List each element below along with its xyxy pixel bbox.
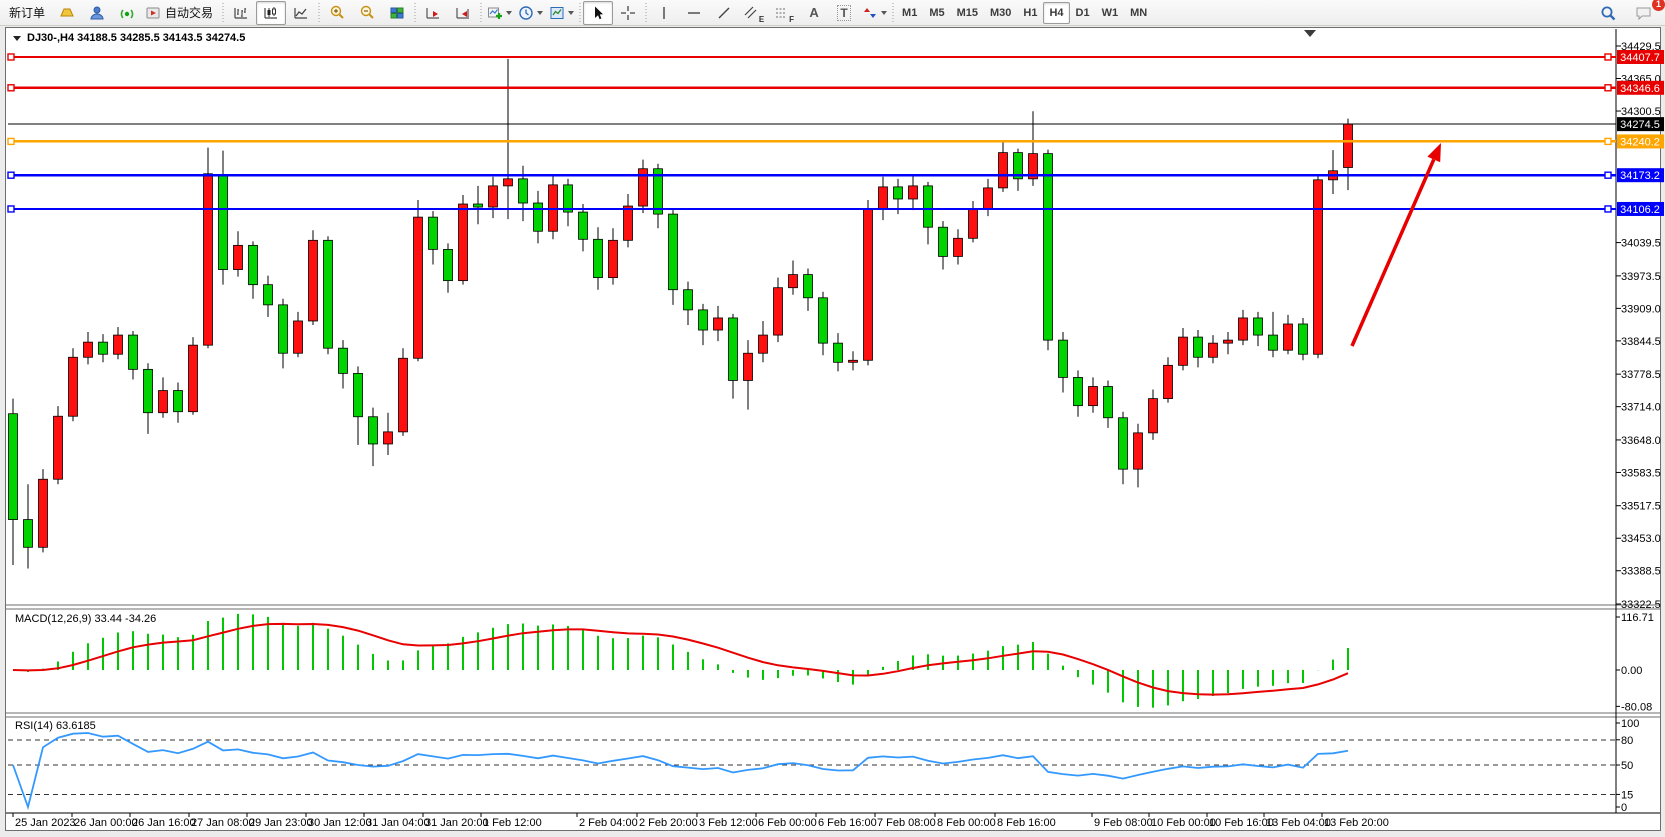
new-order-label: 新订单 <box>9 6 46 20</box>
bar-chart-button[interactable] <box>226 1 256 25</box>
horizontal-line-icon <box>688 11 701 14</box>
channel-icon <box>744 6 757 18</box>
indicators-icon <box>488 7 503 19</box>
trendline-tool-button[interactable] <box>709 1 739 25</box>
community-profile-icon[interactable] <box>82 1 112 25</box>
gold-icon[interactable] <box>52 1 82 25</box>
chart-shift-button[interactable] <box>448 1 478 25</box>
arrows-icon <box>864 7 877 18</box>
timeframe-button-m15[interactable]: M15 <box>956 6 978 19</box>
crosshair-icon <box>621 5 636 20</box>
clock-icon <box>519 5 533 20</box>
dropdown-caret-icon <box>568 10 575 15</box>
timeframe-button-h4[interactable]: H4 <box>1043 1 1070 24</box>
toolbar-separator <box>318 2 321 23</box>
zoom-in-button[interactable] <box>322 1 352 25</box>
auto-trading-icon <box>146 7 160 18</box>
dropdown-caret-icon <box>506 10 513 15</box>
line-chart-button[interactable] <box>286 1 316 25</box>
templates-button[interactable] <box>546 1 577 25</box>
label-tool-glyph: T <box>837 4 851 21</box>
chart-window: DJ30-,H4 34188.5 34285.5 34143.5 34274.5… <box>5 27 1661 831</box>
toolbar-separator <box>892 2 895 23</box>
timeframe-button-mn[interactable]: MN <box>1130 6 1148 19</box>
new-order-button[interactable]: 新订单 <box>2 1 52 25</box>
candlestick-chart-button[interactable] <box>256 0 287 25</box>
cursor-tool-button[interactable] <box>583 0 614 25</box>
channel-glyph: E <box>758 14 765 24</box>
auto-trading-label: 自动交易 <box>165 6 214 20</box>
gold-icon <box>60 8 74 16</box>
broadcast-icon <box>120 8 134 19</box>
auto-scroll-icon <box>425 7 439 19</box>
zoom-out-button[interactable] <box>352 1 382 25</box>
toolbar: 新订单 自动交易 <box>0 0 1665 26</box>
line-chart-icon <box>294 7 308 19</box>
channel-tool-button[interactable]: E <box>739 1 769 25</box>
toolbar-separator <box>222 2 225 23</box>
dropdown-caret-icon <box>537 10 544 15</box>
chat-bubble-icon <box>1636 7 1651 21</box>
tile-windows-icon <box>390 7 404 18</box>
horizontal-line-tool-button[interactable] <box>679 1 709 25</box>
vertical-line-tool-button[interactable] <box>649 1 679 25</box>
zoom-in-icon <box>330 5 344 19</box>
search-button[interactable] <box>1593 1 1623 25</box>
auto-scroll-button[interactable] <box>418 1 448 25</box>
timeframe-button-w1[interactable]: W1 <box>1101 6 1119 19</box>
notification-badge: 1 <box>1652 0 1665 11</box>
crosshair-tool-button[interactable] <box>613 1 643 25</box>
notifications-button[interactable]: 1 <box>1629 0 1665 25</box>
timeframe-button-m5[interactable]: M5 <box>929 6 945 19</box>
toolbar-separator <box>579 2 582 23</box>
signals-icon[interactable] <box>112 1 142 25</box>
trendline-icon <box>718 7 730 18</box>
timeframe-group: M1 M5 M15 M30 H1 H4 D1 W1 MN <box>896 1 1153 24</box>
rsi-indicator-label: RSI(14) 63.6185 <box>15 720 96 732</box>
search-icon <box>1601 6 1616 21</box>
toolbar-separator <box>414 2 417 23</box>
auto-trading-button[interactable]: 自动交易 <box>142 1 220 25</box>
candlestick-icon <box>264 6 278 19</box>
toolbar-separator <box>645 2 648 23</box>
timeframe-button-m30[interactable]: M30 <box>990 6 1012 19</box>
fibonacci-glyph: F <box>789 14 794 24</box>
text-tool-button[interactable]: A <box>799 1 829 25</box>
vertical-line-icon <box>663 6 665 19</box>
chart-title: DJ30-,H4 34188.5 34285.5 34143.5 34274.5 <box>13 32 245 44</box>
chart-shift-icon <box>455 7 469 19</box>
text-label-tool-button[interactable]: T <box>829 1 859 25</box>
text-tool-glyph: A <box>809 5 819 20</box>
chart-title-text: DJ30-,H4 34188.5 34285.5 34143.5 34274.5 <box>27 32 246 44</box>
timeframe-button-m1[interactable]: M1 <box>902 6 918 19</box>
indicators-button[interactable] <box>484 1 515 25</box>
fibonacci-tool-button[interactable]: F <box>769 1 799 25</box>
macd-indicator-label: MACD(12,26,9) 33.44 -34.26 <box>15 613 157 625</box>
toolbar-separator <box>480 2 483 23</box>
tile-windows-button[interactable] <box>382 1 412 25</box>
person-icon <box>90 6 104 19</box>
dropdown-caret-icon <box>881 10 888 15</box>
cursor-icon <box>594 6 603 19</box>
template-icon <box>550 6 564 19</box>
zoom-out-icon <box>360 5 374 19</box>
fibonacci-icon <box>776 7 787 18</box>
expand-caret-icon[interactable] <box>13 36 21 41</box>
arrows-tool-button[interactable] <box>859 1 890 25</box>
bar-chart-icon <box>234 7 248 19</box>
timeframe-button-d1[interactable]: D1 <box>1075 6 1090 19</box>
timeframe-button-h1[interactable]: H1 <box>1023 6 1038 19</box>
periods-button[interactable] <box>515 1 546 25</box>
